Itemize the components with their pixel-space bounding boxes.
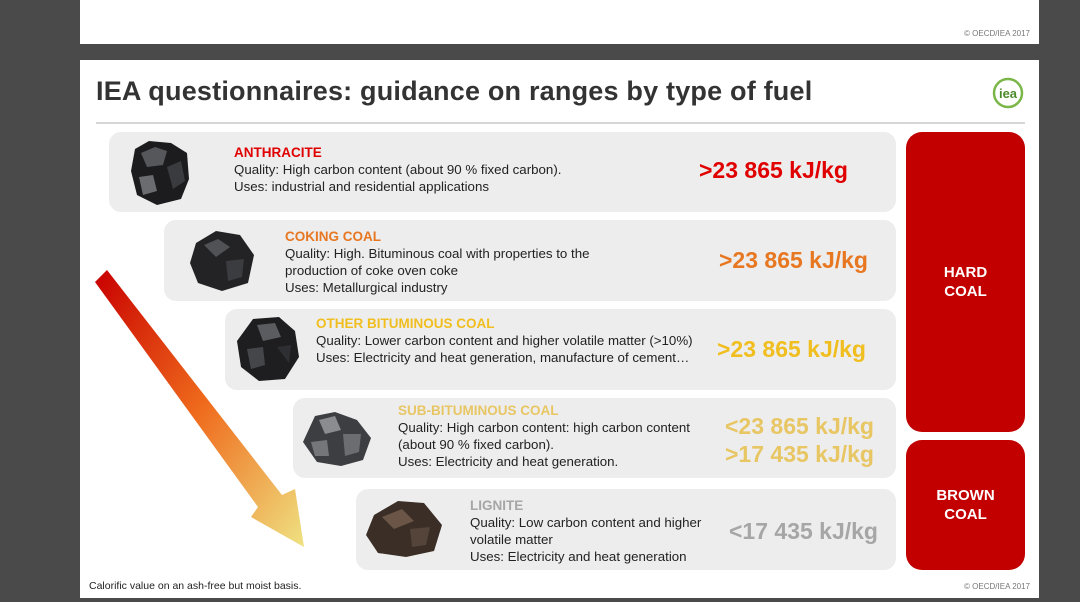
fuel-name: COKING COAL (285, 229, 381, 244)
fuel-row-anthracite: ANTHRACITE Quality: High carbon content … (109, 132, 896, 212)
brown-coal-line1: BROWN (936, 487, 995, 504)
previous-slide: © OECD/IEA 2017 (80, 0, 1039, 44)
fuel-quality: Quality: Low carbon content and higher v… (470, 515, 702, 547)
fuel-quality: Quality: Lower carbon content and higher… (316, 333, 693, 348)
brown-coal-badge: BROWN COAL (906, 440, 1025, 570)
brown-coal-line2: COAL (944, 506, 987, 523)
fuel-value: >23 865 kJ/kg (717, 336, 866, 362)
gradient-arrow-icon (95, 270, 304, 547)
bottom-copyright: © OECD/IEA 2017 (964, 582, 1030, 591)
fuel-name: LIGNITE (470, 498, 524, 513)
fuel-quality: Quality: High carbon content: high carbo… (398, 420, 690, 452)
lignite-rock-icon (366, 501, 442, 557)
logo-text: iea (999, 86, 1018, 101)
fuel-row-sub-bituminous-coal: SUB-BITUMINOUS COAL Quality: High carbon… (293, 398, 896, 478)
fuel-value: <17 435 kJ/kg (729, 518, 878, 544)
fuel-row-other-bituminous-coal: OTHER BITUMINOUS COAL Quality: Lower car… (225, 309, 896, 390)
slide: IEA questionnaires: guidance on ranges b… (80, 60, 1039, 598)
fuel-uses: Uses: Electricity and heat generation, m… (316, 350, 690, 365)
anthracite-rock-icon (131, 141, 189, 205)
fuel-uses: Uses: Electricity and heat generation (470, 549, 687, 564)
fuel-row-coking-coal: COKING COAL Quality: High. Bituminous co… (164, 220, 896, 301)
fuel-name: ANTHRACITE (234, 145, 322, 160)
fuel-quality: Quality: High carbon content (about 90 %… (234, 162, 562, 177)
fuel-value: <23 865 kJ/kg (725, 413, 874, 439)
iea-logo-icon: iea (992, 77, 1024, 109)
fuel-value-secondary: >17 435 kJ/kg (725, 441, 874, 467)
fuel-row-lignite: LIGNITE Quality: Low carbon content and … (356, 489, 896, 570)
hard-coal-badge: HARD COAL (906, 132, 1025, 432)
fuel-name: SUB-BITUMINOUS COAL (398, 403, 559, 418)
fuel-quality: Quality: High. Bituminous coal with prop… (285, 246, 590, 278)
fuel-name: OTHER BITUMINOUS COAL (316, 316, 495, 331)
fuel-value: >23 865 kJ/kg (719, 247, 868, 273)
coking-coal-rock-icon (190, 231, 254, 291)
top-copyright: © OECD/IEA 2017 (964, 29, 1030, 38)
hard-coal-line1: HARD (943, 264, 988, 281)
hard-coal-line2: COAL (944, 283, 987, 300)
title-divider (96, 122, 1025, 124)
sub-bituminous-coal-rock-icon (303, 412, 371, 466)
fuel-uses: Uses: Electricity and heat generation. (398, 454, 619, 469)
fuel-uses: Uses: industrial and residential applica… (234, 179, 489, 194)
slide-title: IEA questionnaires: guidance on ranges b… (96, 76, 813, 106)
bituminous-coal-rock-icon (237, 317, 299, 381)
footnote: Calorific value on an ash-free but moist… (89, 580, 302, 592)
fuel-uses: Uses: Metallurgical industry (285, 280, 448, 295)
fuel-value: >23 865 kJ/kg (699, 157, 848, 183)
